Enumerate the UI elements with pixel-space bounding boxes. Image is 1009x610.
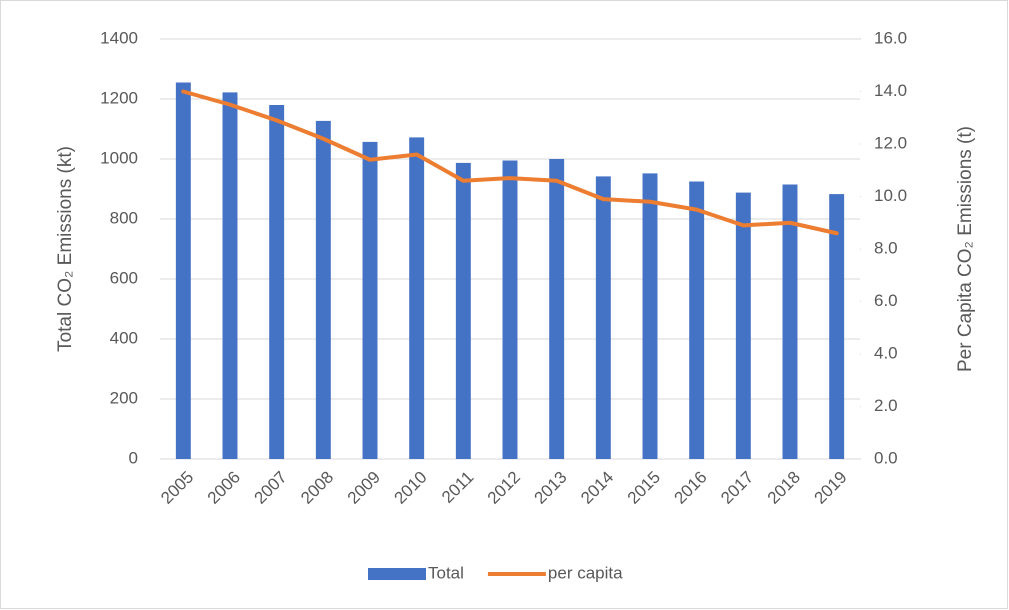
bar bbox=[735, 192, 751, 459]
legend-label: Total bbox=[428, 563, 464, 582]
bar bbox=[455, 162, 471, 459]
legend-swatch bbox=[368, 568, 426, 580]
bar bbox=[689, 181, 705, 459]
y-tick-label: 0 bbox=[129, 448, 138, 467]
bar bbox=[409, 137, 425, 459]
bar bbox=[315, 120, 331, 460]
legend-label: per capita bbox=[548, 563, 623, 582]
bar bbox=[175, 82, 191, 459]
bar bbox=[595, 176, 611, 459]
y-tick-label: 1000 bbox=[100, 148, 138, 167]
bar bbox=[362, 141, 378, 459]
y-tick-label: 200 bbox=[110, 388, 138, 407]
bar bbox=[829, 194, 845, 459]
y-tick-label: 600 bbox=[110, 268, 138, 287]
y2-tick-label: 6.0 bbox=[874, 291, 898, 310]
y-tick-label: 400 bbox=[110, 328, 138, 347]
y2-tick-label: 8.0 bbox=[874, 238, 898, 257]
y2-tick-label: 2.0 bbox=[874, 396, 898, 415]
y2-tick-label: 12.0 bbox=[874, 133, 907, 152]
y2-tick-label: 4.0 bbox=[874, 343, 898, 362]
y2-axis-title: Per Capita CO₂ Emissions (t) bbox=[955, 126, 976, 372]
y-tick-label: 800 bbox=[110, 208, 138, 227]
y2-tick-label: 16.0 bbox=[874, 28, 907, 47]
y2-tick-label: 0.0 bbox=[874, 448, 898, 467]
y-tick-label: 1400 bbox=[100, 28, 138, 47]
y-axis-title: Total CO₂ Emissions (kt) bbox=[55, 146, 76, 352]
bar bbox=[222, 92, 238, 460]
bar bbox=[549, 159, 565, 459]
y-tick-label: 1200 bbox=[100, 88, 138, 107]
y2-tick-label: 14.0 bbox=[874, 81, 907, 100]
bar bbox=[502, 160, 518, 459]
bar bbox=[782, 184, 798, 459]
bar bbox=[269, 105, 285, 459]
y2-tick-label: 10.0 bbox=[874, 186, 907, 205]
bar bbox=[642, 173, 658, 459]
line bbox=[181, 89, 839, 236]
